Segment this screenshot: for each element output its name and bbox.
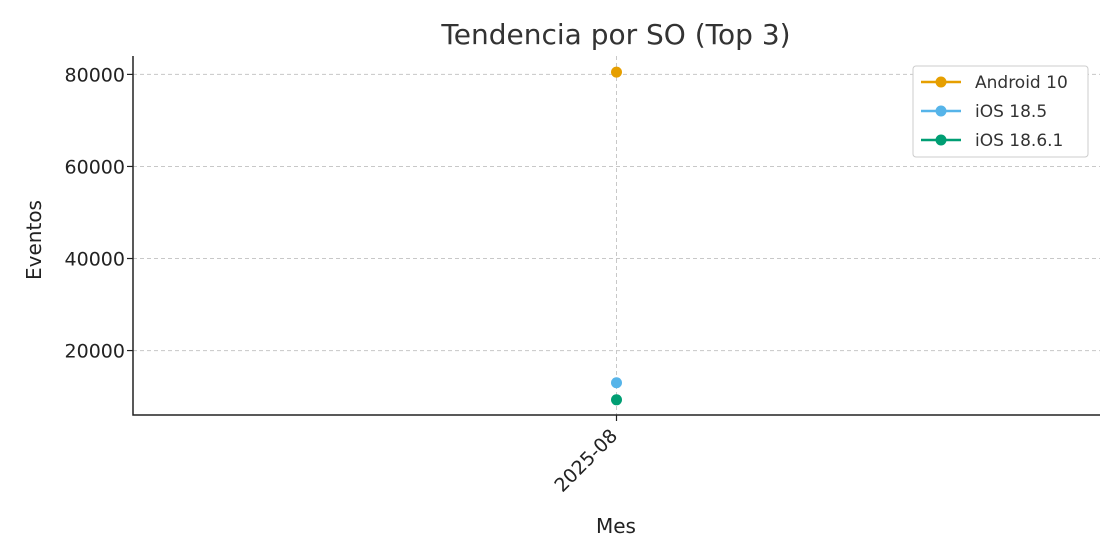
y-axis-label: Eventos xyxy=(22,200,46,280)
data-point xyxy=(611,66,622,78)
x-axis-ticks: 2025-08 xyxy=(550,415,622,497)
y-tick-label: 60000 xyxy=(65,156,125,178)
data-point xyxy=(611,377,622,389)
data-point xyxy=(611,394,622,406)
series xyxy=(611,66,622,406)
axis-lines xyxy=(132,56,1100,416)
y-tick-label: 20000 xyxy=(65,341,125,363)
axes xyxy=(132,56,1100,416)
y-tick-label: 40000 xyxy=(65,249,125,271)
chart-title: Tendencia por SO (Top 3) xyxy=(440,18,790,51)
legend-label: iOS 18.5 xyxy=(975,102,1047,122)
legend-label: iOS 18.6.1 xyxy=(975,131,1063,151)
x-tick-label: 2025-08 xyxy=(550,425,622,497)
x-axis-label: Mes xyxy=(596,514,636,538)
legend-marker xyxy=(935,134,947,146)
legend-marker xyxy=(935,105,947,117)
legend-label: Android 10 xyxy=(975,73,1068,93)
legend-marker xyxy=(935,76,947,88)
y-tick-label: 80000 xyxy=(65,64,125,86)
legend: Android 10 iOS 18.5 iOS 18.6.1 xyxy=(912,65,1089,158)
y-axis-ticks: 20000 40000 60000 80000 xyxy=(65,64,133,363)
legend-box xyxy=(912,65,1089,158)
